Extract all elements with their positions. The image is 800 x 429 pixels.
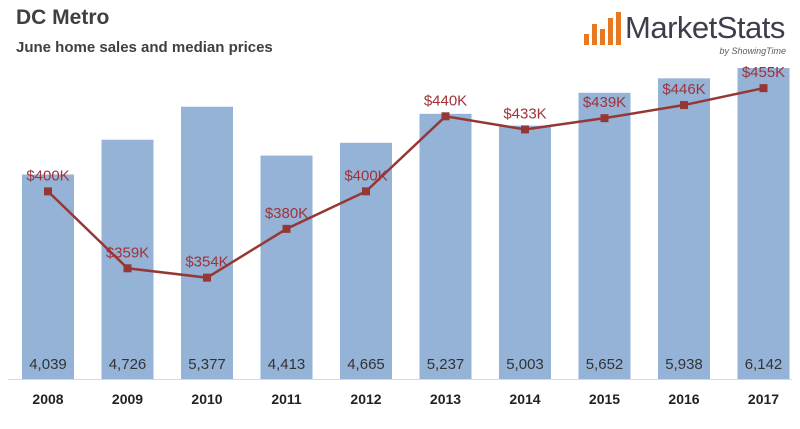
chart-subtitle: June home sales and median prices xyxy=(16,39,273,56)
price-point-2009 xyxy=(123,264,132,273)
logo-tagline: by ShowingTime xyxy=(719,46,786,56)
bar-value-label-2010: 5,377 xyxy=(188,356,226,373)
price-label-2013: $440K xyxy=(424,92,467,109)
bar-value-label-2017: 6,142 xyxy=(745,356,783,373)
bar-value-label-2014: 5,003 xyxy=(506,356,544,373)
x-tick-2017: 2017 xyxy=(748,391,779,407)
price-point-2014 xyxy=(521,125,529,134)
bar-2012 xyxy=(340,142,392,379)
bar-chart-logo-icon xyxy=(584,12,621,45)
price-label-2017: $455K xyxy=(742,64,785,81)
price-point-2008 xyxy=(44,187,52,196)
price-point-2015 xyxy=(600,114,609,123)
x-tick-2015: 2015 xyxy=(589,391,620,407)
x-tick-2009: 2009 xyxy=(112,391,143,407)
price-label-2008: $400K xyxy=(26,167,69,184)
x-tick-2011: 2011 xyxy=(271,391,302,407)
price-label-2014: $433K xyxy=(503,105,546,122)
price-label-2016: $446K xyxy=(662,81,705,98)
price-point-2017 xyxy=(759,84,768,93)
price-point-2016 xyxy=(680,101,688,110)
x-tick-2010: 2010 xyxy=(191,391,222,407)
chart-title: DC Metro xyxy=(16,6,110,29)
price-label-2015: $439K xyxy=(583,94,626,111)
median-price-line xyxy=(47,86,764,279)
x-tick-2008: 2008 xyxy=(32,391,63,407)
bar-2009 xyxy=(101,139,154,379)
bar-value-label-2012: 4,665 xyxy=(347,356,385,373)
bar-2014 xyxy=(499,125,551,379)
price-label-2009: $359K xyxy=(106,244,149,261)
bar-value-label-2009: 4,726 xyxy=(109,356,147,373)
price-point-2011 xyxy=(282,224,291,233)
logo-name: MarketStats xyxy=(625,10,785,45)
bar-2008 xyxy=(22,174,74,379)
bar-2010 xyxy=(181,106,233,380)
price-label-2011: $380K xyxy=(265,205,308,222)
x-tick-2012: 2012 xyxy=(350,391,381,407)
bar-2011 xyxy=(260,155,313,379)
price-label-2010: $354K xyxy=(185,254,228,271)
bar-2017 xyxy=(737,68,790,380)
price-point-2013 xyxy=(441,112,450,121)
bar-value-label-2013: 5,237 xyxy=(427,356,465,373)
bar-value-label-2015: 5,652 xyxy=(586,356,624,373)
marketstats-logo: MarketStats by ShowingTime xyxy=(583,8,788,60)
x-tick-2013: 2013 xyxy=(430,391,461,407)
x-tick-2014: 2014 xyxy=(509,391,540,407)
x-tick-2016: 2016 xyxy=(668,391,699,407)
price-point-2010 xyxy=(203,273,211,282)
bar-value-label-2008: 4,039 xyxy=(29,356,67,373)
bar-value-label-2016: 5,938 xyxy=(665,356,703,373)
price-label-2012: $400K xyxy=(344,167,387,184)
bar-2016 xyxy=(658,78,710,380)
bar-value-label-2011: 4,413 xyxy=(268,356,306,373)
bar-2015 xyxy=(578,92,631,379)
bar-2013 xyxy=(419,113,472,379)
price-point-2012 xyxy=(362,187,370,196)
